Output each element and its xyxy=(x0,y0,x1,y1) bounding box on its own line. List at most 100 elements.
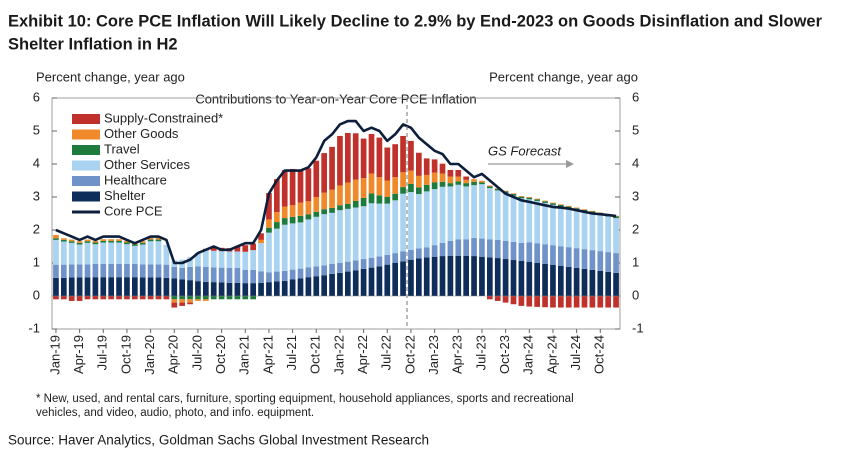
bar-segment xyxy=(60,241,67,265)
bar-segment xyxy=(502,193,509,241)
bar-segment xyxy=(147,239,154,242)
bar-segment xyxy=(242,283,249,296)
bar-segment xyxy=(273,212,280,223)
bar-segment xyxy=(471,185,477,238)
y-tick-label: 2 xyxy=(33,221,40,236)
bar-segment xyxy=(108,239,115,241)
bar-segment xyxy=(415,152,422,176)
bar-segment xyxy=(329,273,335,296)
bar-segment xyxy=(313,276,320,296)
x-tick-label: Jul-21 xyxy=(284,335,299,370)
bar-segment xyxy=(305,168,312,202)
x-tick-label: Jan-23 xyxy=(426,335,441,375)
bar-segment xyxy=(281,170,288,207)
bar-segment xyxy=(589,250,596,270)
bar-segment xyxy=(471,256,477,296)
bar-segment xyxy=(313,160,320,197)
bar-segment xyxy=(510,241,517,261)
bars xyxy=(53,132,619,308)
bar-segment xyxy=(534,199,541,201)
y2-tick-label: 2 xyxy=(632,221,639,236)
bar-segment xyxy=(392,144,399,178)
bar-segment xyxy=(60,238,67,240)
bar-segment xyxy=(234,246,241,252)
legend-swatch xyxy=(72,160,100,171)
bar-segment xyxy=(557,206,564,247)
bar-segment xyxy=(313,211,320,217)
bar-segment xyxy=(360,178,367,198)
x-tick-label: Oct-19 xyxy=(118,335,133,374)
bar-segment xyxy=(84,241,91,243)
bar-segment xyxy=(329,263,335,274)
legend-label: Healthcare xyxy=(104,172,167,187)
bar-segment xyxy=(289,216,296,224)
x-tick-label: Jan-24 xyxy=(521,335,536,375)
bar-segment xyxy=(502,296,509,303)
bar-segment xyxy=(76,242,83,245)
bar-segment xyxy=(542,200,548,202)
bar-segment xyxy=(344,261,351,272)
bar-segment xyxy=(258,239,264,244)
bar-segment xyxy=(360,268,367,296)
chart-title-line-1: Exhibit 10: Core PCE Inflation Will Like… xyxy=(8,12,823,30)
bar-segment xyxy=(321,153,328,193)
bar-segment xyxy=(463,176,470,180)
bar-segment xyxy=(526,199,533,243)
bar-segment xyxy=(526,296,533,307)
bar-segment xyxy=(510,260,517,296)
bar-segment xyxy=(131,245,138,264)
bar-segment xyxy=(273,271,280,282)
bar-segment xyxy=(502,240,509,260)
bar-segment xyxy=(431,256,438,296)
bar-segment xyxy=(486,188,493,240)
bar-segment xyxy=(479,182,485,185)
bar-segment xyxy=(76,277,83,296)
bar-segment xyxy=(195,299,201,301)
y2-tick-label: 3 xyxy=(632,188,639,203)
bar-segment xyxy=(100,239,107,241)
bar-segment xyxy=(234,251,241,268)
bar-segment xyxy=(187,280,193,296)
bar-segment xyxy=(447,186,454,241)
bar-segment xyxy=(581,209,588,210)
bar-segment xyxy=(187,299,193,303)
bar-segment xyxy=(573,267,580,296)
bar-segment xyxy=(581,296,588,308)
bar-segment xyxy=(84,296,91,300)
bar-segment xyxy=(195,281,201,296)
bar-segment xyxy=(471,237,477,257)
bar-segment xyxy=(100,277,107,296)
y-axis-label: Percent change, year ago xyxy=(36,69,185,84)
bar-segment xyxy=(605,271,612,296)
bar-segment xyxy=(455,181,462,185)
bar-segment xyxy=(226,267,233,283)
bar-segment xyxy=(139,277,146,296)
bar-segment xyxy=(573,207,580,209)
bar-segment xyxy=(92,263,99,278)
bar-segment xyxy=(471,181,477,186)
bar-segment xyxy=(234,282,241,296)
bar-segment xyxy=(392,177,399,194)
bar-segment xyxy=(518,261,525,296)
bar-segment xyxy=(281,280,288,296)
bar-segment xyxy=(597,212,604,214)
bar-segment xyxy=(124,296,130,300)
bar-segment xyxy=(297,169,304,203)
bar-segment xyxy=(605,216,612,253)
bar-segment xyxy=(597,270,604,296)
bar-segment xyxy=(431,245,438,257)
bar-segment xyxy=(124,242,130,245)
bar-segment xyxy=(53,277,59,296)
bar-segment xyxy=(273,228,280,272)
bar-segment xyxy=(242,245,249,252)
bar-segment xyxy=(494,239,501,259)
x-tick-label: Jul-23 xyxy=(473,335,488,370)
bar-segment xyxy=(408,249,414,260)
y2-tick-label: 1 xyxy=(632,254,639,269)
bar-segment xyxy=(60,296,67,300)
bar-segment xyxy=(329,212,335,264)
bar-segment xyxy=(510,194,517,196)
bar-segment xyxy=(415,194,422,249)
y-tick-label: 4 xyxy=(33,155,40,170)
bar-segment xyxy=(542,244,548,264)
